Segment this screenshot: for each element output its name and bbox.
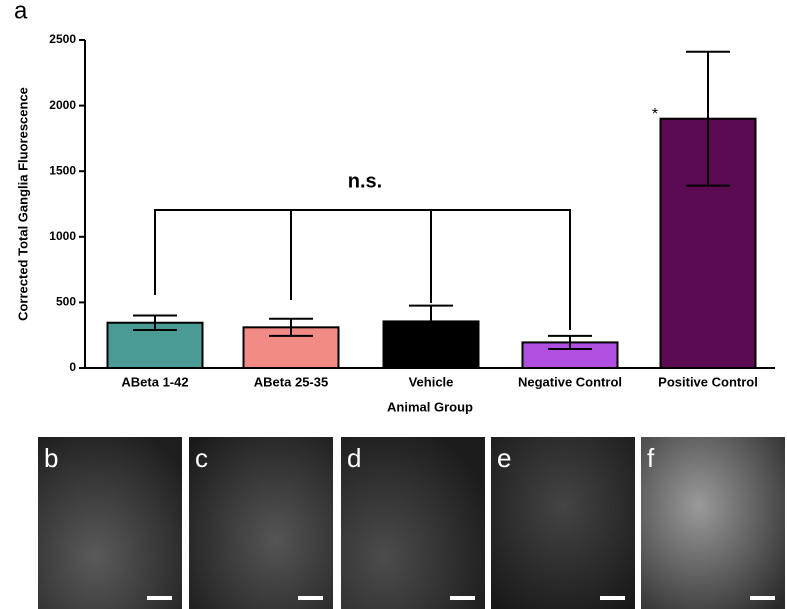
scale-bar	[600, 596, 625, 600]
error-bar	[133, 314, 177, 331]
micrograph	[491, 437, 635, 609]
error-bar	[409, 304, 453, 339]
error-bar	[269, 317, 313, 337]
x-tick-label: Negative Control	[518, 374, 622, 389]
scale-bar	[450, 596, 475, 600]
error-bar	[548, 334, 592, 350]
micrograph	[641, 437, 785, 609]
scale-bar	[298, 596, 323, 600]
x-tick-label: Positive Control	[658, 374, 758, 389]
annotation: n.s.	[348, 170, 382, 192]
panel-label: d	[347, 443, 361, 473]
y-tick-label: 500	[56, 295, 76, 309]
scale-bar	[750, 596, 775, 600]
panel-label: a	[14, 0, 28, 24]
panel-label: c	[195, 443, 208, 473]
y-tick-label: 2000	[49, 98, 76, 112]
x-tick-label: ABeta 1-42	[121, 374, 188, 389]
micrograph	[341, 437, 485, 609]
image-panels: b c d e f	[38, 437, 785, 609]
micrograph	[38, 437, 182, 609]
y-tick-label: 0	[69, 360, 76, 374]
micrograph	[189, 437, 333, 609]
x-tick-label: ABeta 25-35	[254, 374, 328, 389]
panel-label: e	[497, 443, 511, 473]
y-tick-label: 1000	[49, 229, 76, 243]
panel-label: b	[44, 443, 58, 473]
x-axis-title: Animal Group	[387, 399, 473, 414]
panel-label: f	[647, 443, 655, 473]
bracket	[154, 209, 571, 330]
scale-bar	[147, 596, 172, 600]
y-axis-title: Corrected Total Ganglia Fluorescence	[15, 87, 30, 321]
annotation: *	[652, 106, 658, 123]
y-tick-label: 2500	[49, 32, 76, 46]
x-tick-label: Vehicle	[409, 374, 454, 389]
error-bar	[686, 50, 730, 187]
y-tick-label: 1500	[49, 163, 76, 177]
